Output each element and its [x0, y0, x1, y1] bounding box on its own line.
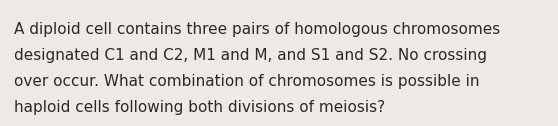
Text: haploid cells following both divisions of meiosis?: haploid cells following both divisions o…	[14, 100, 385, 115]
Text: designated C1 and C2, M1 and M, and S1 and S2. No crossing: designated C1 and C2, M1 and M, and S1 a…	[14, 48, 487, 63]
Text: over occur. What combination of chromosomes is possible in: over occur. What combination of chromoso…	[14, 74, 479, 89]
Text: A diploid cell contains three pairs of homologous chromosomes: A diploid cell contains three pairs of h…	[14, 22, 501, 37]
